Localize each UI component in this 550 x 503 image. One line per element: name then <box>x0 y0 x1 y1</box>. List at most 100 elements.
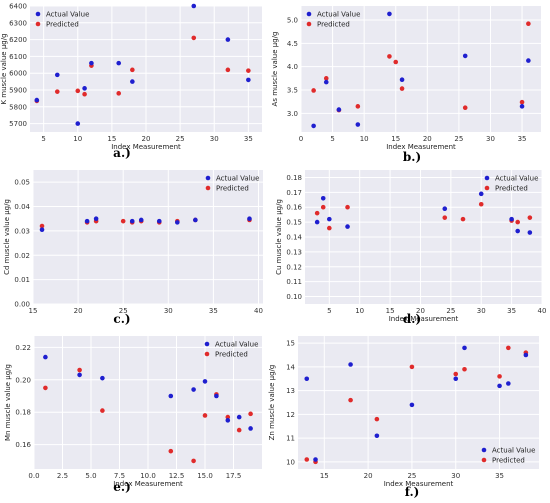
y-tick-label: 10 <box>286 458 295 466</box>
y-tick-label: 0.13 <box>286 248 302 256</box>
predicted-point <box>168 448 174 454</box>
y-axis-label: Cd muscle value µg/g <box>3 199 11 275</box>
y-tick-label: 0.05 <box>14 179 30 187</box>
y-tick-label: 0.18 <box>286 174 302 182</box>
x-tick-label: 7.5 <box>114 472 125 480</box>
predicted-point <box>442 215 448 220</box>
legend-marker <box>481 457 487 463</box>
actual-point <box>327 216 332 222</box>
predicted-point <box>236 427 242 433</box>
y-tick-label: 0.03 <box>14 227 30 235</box>
x-tick-label: 15 <box>29 307 38 315</box>
actual-point <box>175 220 180 225</box>
predicted-point <box>462 105 468 111</box>
actual-point <box>225 418 231 423</box>
y-tick-label: 0.02 <box>14 252 30 260</box>
actual-point <box>191 3 197 9</box>
y-tick-label: 4.0 <box>287 63 298 71</box>
actual-point <box>116 60 122 66</box>
panel-caption: f.) <box>405 485 420 499</box>
predicted-point <box>54 89 60 94</box>
actual-point <box>100 375 105 381</box>
actual-point <box>93 216 99 222</box>
legend-label: Actual Value <box>317 11 360 19</box>
x-tick-label: 35 <box>507 307 516 315</box>
predicted-point <box>374 416 380 422</box>
x-tick-label: 35 <box>495 472 504 480</box>
y-tick-label: 0.12 <box>286 263 302 271</box>
y-tick-label: 6200 <box>9 36 27 44</box>
x-tick-label: 5 <box>330 135 334 143</box>
y-axis-label: Zn muscle value µg/g <box>268 365 276 441</box>
actual-point <box>323 79 329 85</box>
panel-b: 0 5 10 15 20 25 30 35 3.0 3.5 4.0 4.5 5.0 Index Measu… <box>271 6 541 164</box>
legend: Actual Value Predicted <box>205 175 259 193</box>
panel-caption: d.) <box>403 312 421 326</box>
y-axis-label: K muscle value µg/g <box>0 33 8 104</box>
x-tick-label: 15.0 <box>197 472 213 480</box>
actual-point <box>497 383 502 389</box>
panel-caption: a.) <box>113 146 131 160</box>
legend-marker <box>35 11 41 17</box>
legend-label: Actual Value <box>216 175 259 183</box>
x-tick-label: 15 <box>386 307 395 315</box>
x-tick-label: 30 <box>451 472 460 480</box>
y-tick-label: 5700 <box>9 120 27 128</box>
legend-marker <box>205 175 211 181</box>
actual-point <box>515 228 520 234</box>
legend-marker <box>484 175 490 181</box>
actual-point <box>345 224 350 229</box>
actual-point <box>225 37 231 42</box>
actual-point <box>138 217 144 223</box>
x-tick-label: 20 <box>423 135 432 143</box>
y-tick-label: 0.16 <box>286 204 302 212</box>
y-tick-label: 0.22 <box>15 344 31 352</box>
x-tick-label: 12.5 <box>169 472 185 480</box>
actual-point <box>248 426 253 431</box>
actual-point <box>387 11 392 17</box>
predicted-point <box>120 218 126 224</box>
predicted-point <box>497 374 502 379</box>
actual-point <box>39 227 45 232</box>
panel-e: 0.0 2.5 5.0 7.5 10.0 12.5 15.0 17.5 0.16 0.18 0.20… <box>4 336 262 494</box>
x-tick-label: 30 <box>164 307 173 315</box>
x-tick-label: 17.5 <box>226 472 242 480</box>
actual-point <box>527 230 533 235</box>
x-tick-label: 35 <box>244 135 253 143</box>
actual-point <box>43 354 48 360</box>
predicted-point <box>460 216 466 222</box>
y-tick-label: 5900 <box>9 87 27 95</box>
legend-label: Actual Value <box>495 175 538 183</box>
y-tick-label: 12 <box>286 411 295 419</box>
predicted-point <box>314 210 320 216</box>
actual-point <box>168 393 174 399</box>
predicted-point <box>225 67 231 73</box>
x-tick-label: 20 <box>416 307 425 315</box>
actual-point <box>75 121 81 126</box>
actual-point <box>355 122 361 127</box>
x-tick-label: 10 <box>360 135 369 143</box>
x-tick-label: 30 <box>486 135 495 143</box>
actual-point <box>478 191 484 197</box>
legend: Actual Value Predicted <box>204 341 258 359</box>
actual-point <box>247 216 252 222</box>
legend: Actual Value Predicted <box>484 175 538 193</box>
panel-d: 5 10 15 20 25 30 35 40 0.10 0.11 0.12 0.13 0.14 0.15 0… <box>275 170 546 326</box>
predicted-point <box>506 345 511 351</box>
legend-label: Actual Value <box>46 11 89 19</box>
x-tick-label: 5.0 <box>85 472 96 480</box>
x-axis-label: Index Measurement <box>111 143 181 151</box>
x-axis-label: Index Measurement <box>384 480 454 488</box>
panel-c: 15 20 25 30 35 40 0.00 0.01 0.02 0.03 0.04 0.05 Cd m… <box>3 170 263 326</box>
y-tick-label: 0.01 <box>14 276 30 284</box>
actual-point <box>236 414 242 420</box>
predicted-point <box>130 67 135 73</box>
predicted-point <box>320 204 326 210</box>
actual-point <box>202 379 208 384</box>
predicted-point <box>191 35 197 41</box>
legend-marker <box>484 185 490 191</box>
y-tick-label: 3.0 <box>287 110 298 118</box>
predicted-point <box>100 408 105 413</box>
y-tick-label: 4.5 <box>287 40 298 48</box>
predicted-point <box>43 385 48 391</box>
